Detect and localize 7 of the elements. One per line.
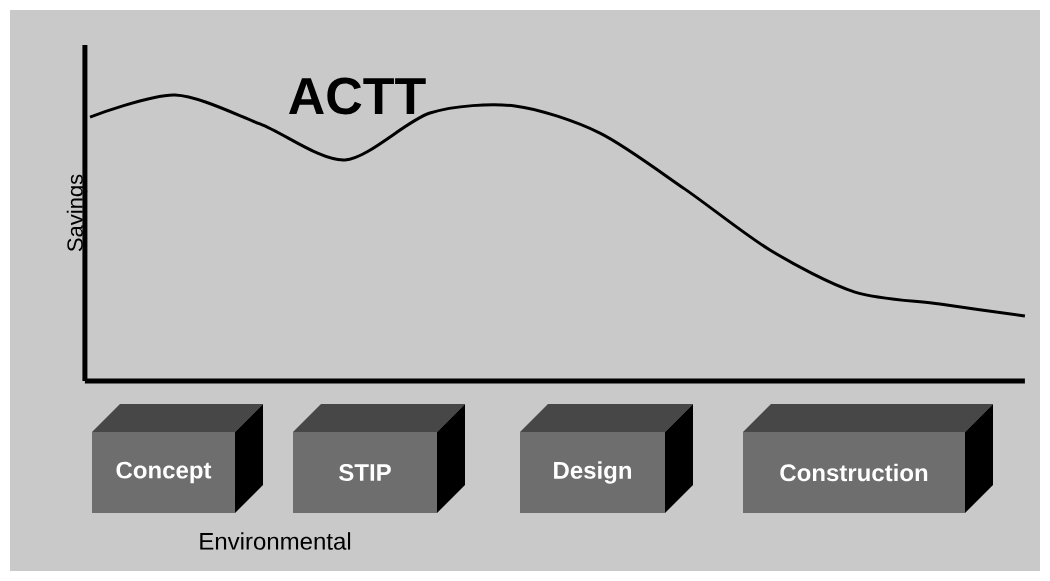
text: Environmental [200, 532, 351, 550]
text: Concept [116, 461, 212, 484]
series-label: ACTT [288, 77, 426, 115]
text: Construction [780, 463, 928, 482]
text: Design [554, 461, 632, 484]
y-axis-title: Savings [66, 174, 88, 252]
text: STIP [339, 464, 391, 481]
